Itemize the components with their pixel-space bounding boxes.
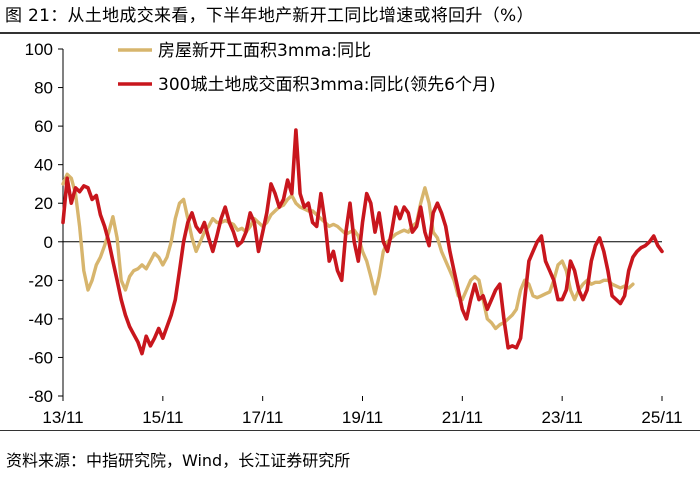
- y-tick-label: 20: [34, 194, 53, 213]
- x-tick-label: 25/11: [641, 408, 682, 427]
- bottom-rule: [0, 430, 700, 431]
- x-tick-label: 21/11: [442, 408, 483, 427]
- x-tick-label: 23/11: [542, 408, 583, 427]
- top-rule: [0, 32, 700, 34]
- line-chart: 100 80 60 40 20 0 -20 -40 -60 -80 13/11 15/11 17/11 1…: [25, 40, 683, 427]
- y-tick-label: -20: [28, 271, 53, 290]
- series-lines: [61, 128, 664, 356]
- y-tick-label: 0: [44, 233, 53, 252]
- source-note: 资料来源：中指研究院，Wind，长江证券研究所: [6, 451, 351, 470]
- x-tick-label: 19/11: [342, 408, 383, 427]
- y-tick-label: 60: [34, 117, 53, 136]
- y-tick-label: -40: [28, 310, 53, 329]
- legend-label-series-1: 房屋新开工面积3mma:同比: [158, 41, 371, 61]
- x-tick-label: 17/11: [242, 408, 283, 427]
- legend: 房屋新开工面积3mma:同比 300城土地成交面积3mma:同比(领先6个月): [118, 41, 496, 95]
- y-tick-label: -60: [28, 348, 53, 367]
- series-line-2: [61, 128, 664, 356]
- y-tick-label: 80: [34, 79, 53, 98]
- y-tick-label: -80: [28, 387, 53, 406]
- y-tick-label: 100: [25, 40, 53, 59]
- series-line-1: [61, 172, 635, 331]
- legend-label-series-2: 300城土地成交面积3mma:同比(领先6个月): [158, 75, 496, 95]
- figure-title: 图 21：从土地成交来看，下半年地产新开工同比增速或将回升（%）: [5, 6, 534, 26]
- x-tick-label: 13/11: [42, 408, 83, 427]
- y-tick-label: 40: [34, 156, 53, 175]
- axes: 100 80 60 40 20 0 -20 -40 -60 -80 13/11 15/11 17/11 1…: [25, 40, 683, 427]
- x-tick-label: 15/11: [142, 408, 183, 427]
